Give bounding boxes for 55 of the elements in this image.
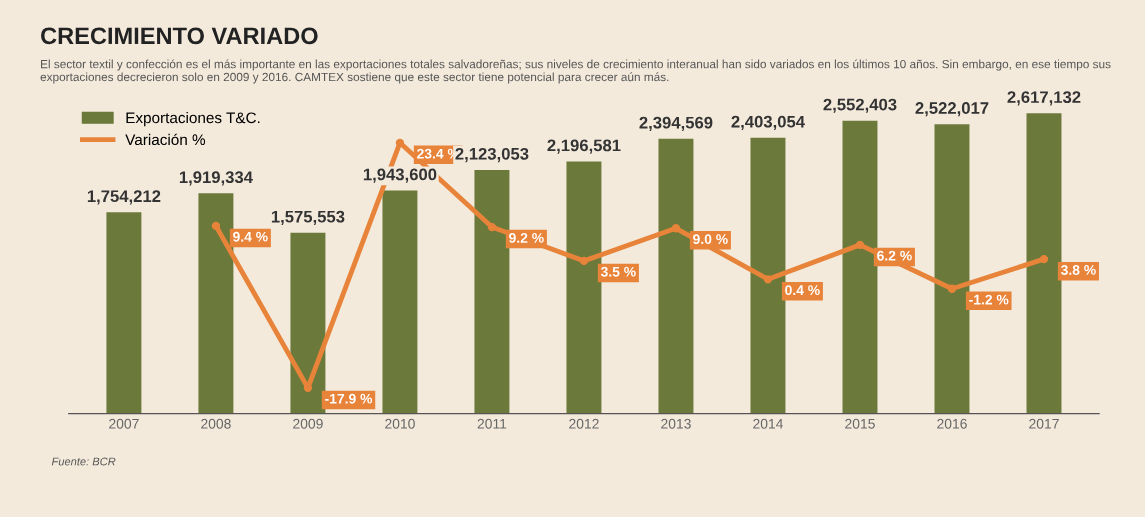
x-tick-label: 2010	[385, 418, 415, 429]
data-label: -17.9 %	[325, 393, 373, 404]
data-label: 6.2 %	[877, 250, 912, 261]
legend-label: Variación %	[125, 133, 206, 146]
bar	[382, 190, 418, 414]
x-tick-label: 2016	[937, 418, 967, 429]
data-label: 2,196,581	[547, 139, 621, 154]
point	[211, 221, 221, 231]
x-tick-label: 2009	[293, 418, 323, 429]
bar	[290, 232, 326, 414]
bar	[566, 161, 602, 414]
data-label: 2,394,569	[639, 116, 713, 131]
data-label: 1,754,212	[87, 190, 161, 205]
chart-title: CRECIMIENTO VARIADO	[41, 27, 318, 45]
data-label: 2,617,132	[1007, 91, 1081, 106]
data-label: 1,575,553	[271, 210, 345, 225]
x-tick-label: 2008	[201, 418, 231, 429]
data-label: 1,943,600	[363, 168, 437, 183]
data-label: -1.2 %	[969, 294, 1009, 305]
x-tick-label: 2014	[753, 418, 784, 429]
data-label: 9.4 %	[233, 231, 268, 242]
chart-subtitle: El sector textil y confección es el más importante en las exportaciones totales salvadoreñas; sus niveles de crecimiento interanual han sido variados en los últimos 10 años. Sin embargo, en ese tiempo sus exportaciones decrecieron solo en 2009 y 2016. CAMTEX sostiene que este sector tiene potencial para crecer aún más.	[40, 59, 1111, 84]
bar	[658, 138, 694, 414]
bar	[198, 193, 234, 414]
point	[487, 222, 497, 232]
bar	[934, 124, 970, 414]
data-label: 2,522,017	[915, 102, 989, 117]
bar	[1026, 113, 1062, 414]
x-tick-label: 2011	[477, 418, 507, 429]
data-label: 2,403,054	[731, 115, 805, 130]
point	[395, 138, 405, 147]
bar	[750, 137, 786, 414]
x-tick-label: 2012	[569, 418, 599, 429]
data-label: 1,919,334	[179, 171, 253, 186]
legend-label: Exportaciones T&C.	[126, 111, 260, 127]
data-label: 3.5 %	[600, 266, 636, 277]
point	[671, 224, 681, 233]
data-label: 0.4 %	[785, 285, 820, 296]
x-tick-label: 2015	[845, 418, 875, 429]
bar	[842, 120, 878, 414]
point	[1039, 254, 1049, 264]
x-tick-label: 2007	[109, 418, 139, 429]
data-label: 9.2 %	[509, 233, 544, 243]
point	[763, 275, 773, 284]
point	[855, 240, 865, 250]
data-label: 9.0 %	[693, 234, 728, 245]
data-label: 3.8 %	[1060, 265, 1096, 275]
x-tick-label: 2017	[1029, 418, 1059, 429]
source-note: Fuente: BCR	[51, 457, 116, 466]
point	[579, 256, 589, 266]
bar	[106, 212, 142, 414]
x-tick-label: 2013	[661, 418, 691, 429]
bar	[474, 169, 510, 414]
point	[947, 284, 957, 293]
data-label: 2,552,403	[823, 98, 897, 113]
